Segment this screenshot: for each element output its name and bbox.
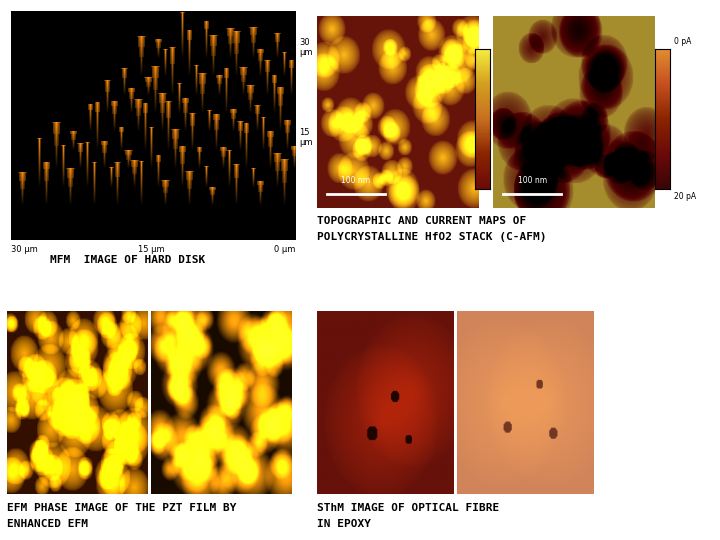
- Text: 0 nm: 0 nm: [494, 37, 513, 46]
- Text: SThM IMAGE OF OPTICAL FIBRE: SThM IMAGE OF OPTICAL FIBRE: [317, 503, 499, 514]
- Text: IN EPOXY: IN EPOXY: [317, 519, 371, 530]
- Text: 100 nm: 100 nm: [341, 176, 370, 185]
- Text: 0 pA: 0 pA: [674, 37, 691, 46]
- Text: ENHANCED EFM: ENHANCED EFM: [7, 519, 89, 530]
- Text: 15 µm: 15 µm: [138, 245, 164, 254]
- Text: 2 nm: 2 nm: [494, 192, 513, 201]
- Text: 30
µm: 30 µm: [299, 38, 312, 57]
- Text: 0 µm: 0 µm: [274, 245, 295, 254]
- Text: 30 µm: 30 µm: [11, 245, 37, 254]
- Text: 15
µm: 15 µm: [299, 128, 312, 147]
- Text: EFM PHASE IMAGE OF THE PZT FILM BY: EFM PHASE IMAGE OF THE PZT FILM BY: [7, 503, 237, 514]
- Text: MFM  IMAGE OF HARD DISK: MFM IMAGE OF HARD DISK: [50, 255, 206, 265]
- Text: 20 pA: 20 pA: [674, 192, 696, 201]
- Text: POLYCRYSTALLINE HfO2 STACK (C-AFM): POLYCRYSTALLINE HfO2 STACK (C-AFM): [317, 232, 546, 242]
- Text: 100 nm: 100 nm: [518, 176, 546, 185]
- Text: TOPOGRAPHIC AND CURRENT MAPS OF: TOPOGRAPHIC AND CURRENT MAPS OF: [317, 216, 526, 226]
